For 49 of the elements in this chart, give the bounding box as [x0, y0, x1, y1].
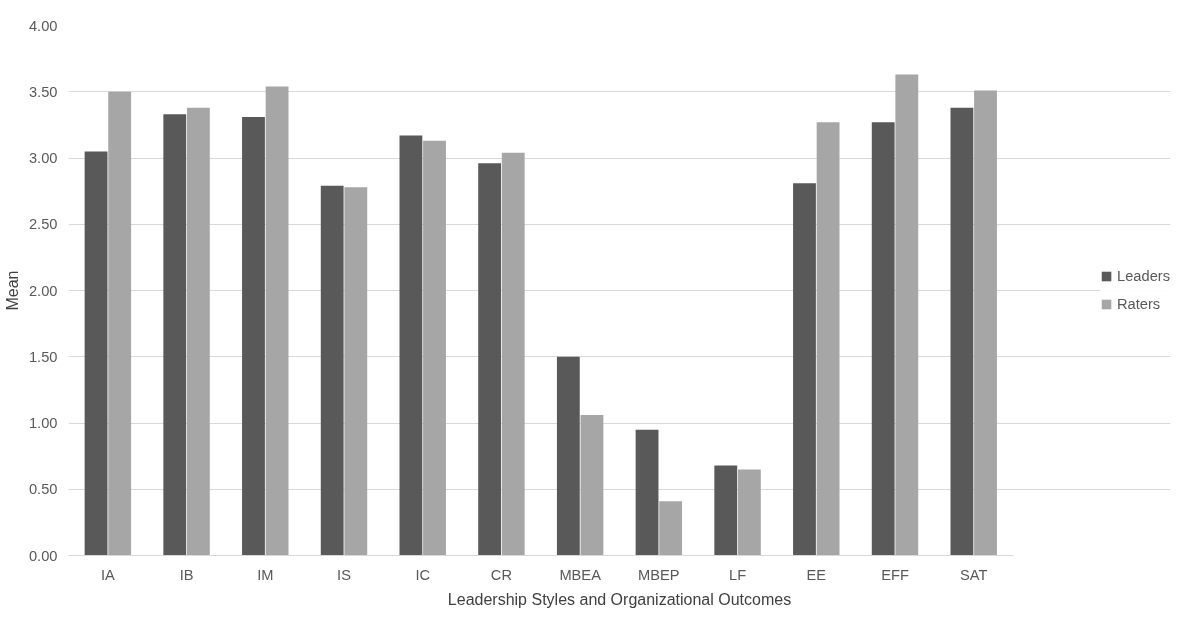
- legend-label: Raters: [1117, 296, 1161, 312]
- y-tick-label: 3.00: [28, 150, 58, 166]
- bar: [423, 140, 446, 556]
- x-tick-label: IM: [257, 566, 274, 583]
- bar: [242, 116, 265, 556]
- bar: [84, 151, 108, 556]
- bar: [737, 469, 761, 556]
- bar: [186, 107, 210, 556]
- bar: [714, 465, 738, 556]
- x-tick-label: IC: [415, 566, 431, 583]
- y-tick-label: 0.00: [28, 547, 58, 564]
- bar: [399, 135, 423, 556]
- bar: [320, 185, 344, 556]
- x-tick-label: MBEP: [638, 566, 680, 583]
- bar: [635, 429, 659, 556]
- y-axis-title: Mean: [3, 270, 21, 311]
- x-tick-label: LF: [729, 566, 747, 583]
- y-tick-label: 0.50: [28, 481, 58, 498]
- bar: [478, 163, 502, 556]
- y-tick-label: 4.00: [28, 17, 58, 34]
- legend-label: Leaders: [1117, 268, 1170, 284]
- bar: [163, 114, 187, 556]
- y-tick-label: 2.50: [28, 216, 58, 233]
- bar: [556, 356, 580, 556]
- y-tick-label: 1.50: [28, 348, 58, 365]
- bar: [580, 415, 604, 556]
- x-tick-label: IB: [179, 566, 194, 583]
- x-tick-label: MBEA: [559, 566, 602, 583]
- bar: [793, 183, 816, 556]
- x-tick-label: EE: [806, 566, 827, 583]
- bar: [265, 86, 289, 556]
- y-tick-label: 2.00: [28, 282, 58, 299]
- y-tick-label: 1.00: [28, 415, 58, 431]
- bar: [344, 187, 368, 556]
- x-tick-label: EFF: [881, 566, 909, 583]
- x-tick-label: CR: [490, 566, 513, 583]
- bar: [816, 122, 840, 556]
- bar: [950, 107, 974, 556]
- bar: [108, 91, 132, 556]
- x-tick-label: IS: [337, 566, 352, 583]
- bar: [871, 122, 895, 556]
- x-axis-title: Leadership Styles and Organizational Outcomes: [447, 590, 792, 608]
- bar: [974, 90, 997, 556]
- bar: [659, 501, 683, 556]
- bar: [895, 74, 919, 556]
- bar: [501, 152, 525, 556]
- y-tick-label: 3.50: [28, 83, 58, 100]
- x-tick-label: SAT: [960, 566, 988, 583]
- x-tick-label: IA: [100, 566, 116, 583]
